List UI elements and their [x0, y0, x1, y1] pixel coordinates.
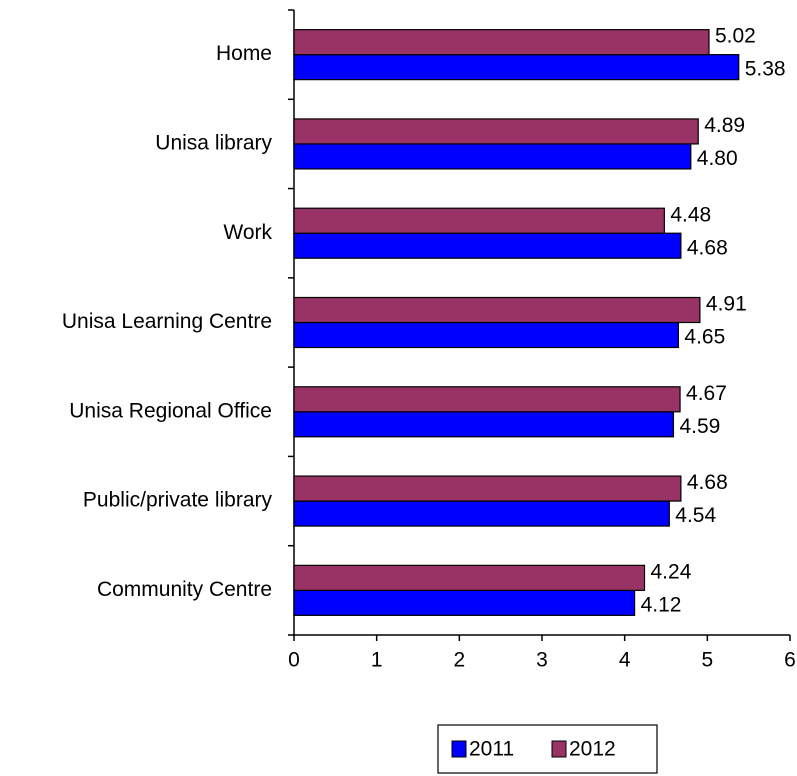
y-tick-label: Work [223, 221, 272, 244]
value-label: 4.59 [679, 415, 720, 438]
x-tick-label: 1 [371, 649, 383, 672]
value-label: 4.12 [641, 593, 682, 616]
value-label: 4.68 [687, 236, 728, 259]
value-label: 5.02 [715, 25, 756, 48]
bar [293, 500, 670, 527]
bar [293, 29, 710, 56]
x-tick-label: 2 [453, 649, 465, 672]
bar [293, 296, 701, 324]
x-tick-label: 0 [288, 649, 300, 672]
bar [293, 564, 646, 591]
legend-swatch [451, 740, 467, 758]
value-label: 4.89 [704, 114, 745, 137]
bar [293, 321, 679, 349]
bar [293, 475, 682, 502]
y-tick-label: Unisa Regional Office [69, 399, 272, 422]
legend-label: 2011 [469, 738, 514, 761]
value-label: 4.67 [686, 382, 727, 405]
legend-box [437, 724, 658, 774]
legend-label: 2012 [569, 738, 616, 761]
y-tick-label: Community Centre [97, 578, 272, 601]
bar [293, 54, 740, 81]
bar [293, 207, 665, 234]
bar [293, 232, 682, 259]
x-tick-label: 3 [536, 649, 548, 672]
y-tick-label: Unisa Learning Centre [62, 310, 272, 333]
value-label: 4.54 [675, 504, 716, 527]
bar [293, 118, 699, 145]
legend-swatch [551, 740, 567, 758]
x-tick-label: 4 [619, 649, 631, 672]
y-tick-label: Home [216, 42, 272, 65]
value-label: 4.80 [697, 147, 738, 170]
value-label: 4.91 [706, 293, 747, 316]
x-tick-label: 6 [784, 649, 796, 672]
value-label: 4.24 [651, 560, 692, 583]
value-label: 4.68 [687, 471, 728, 494]
bar [293, 589, 636, 616]
value-label: 5.38 [745, 58, 786, 81]
bar [293, 143, 692, 170]
y-tick-label: Public/private library [83, 489, 273, 512]
x-tick-label: 5 [701, 649, 713, 672]
value-label: 4.65 [684, 326, 725, 349]
bar [293, 386, 681, 413]
bar [293, 411, 675, 438]
y-tick-label: Unisa library [155, 131, 272, 154]
value-label: 4.48 [670, 203, 711, 226]
